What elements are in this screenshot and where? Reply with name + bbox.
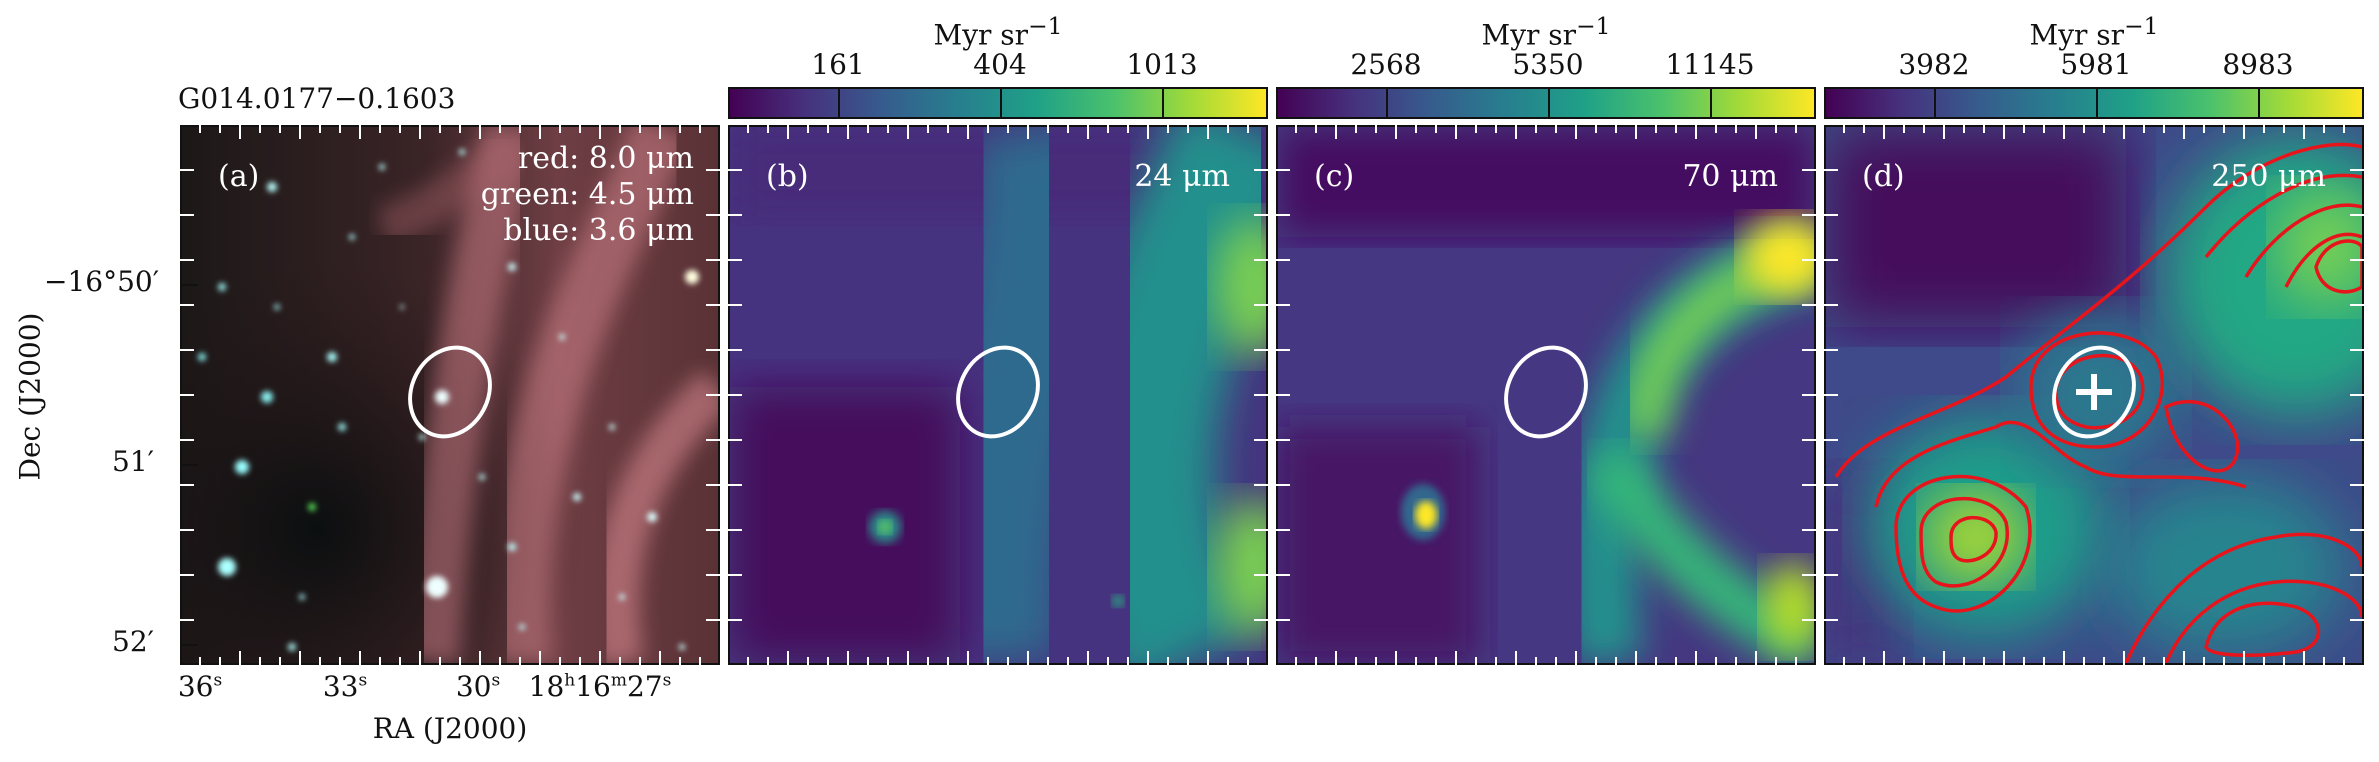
wavelength-label: 250 μm: [2211, 159, 2326, 194]
colorbar-b: Myr sr−1 161 404 1013: [728, 0, 1268, 125]
colorbar-gradient: [1824, 87, 2364, 119]
x-tick-label: 36s: [177, 670, 223, 703]
colorbar-tick: 3982: [1898, 48, 1970, 81]
colorbar-tick: 2568: [1350, 48, 1422, 81]
panel-label: (b): [766, 159, 809, 194]
panel-d-250um: (d) 250 μm: [1824, 125, 2364, 665]
band-legend: red: 8.0 μm green: 4.5 μm blue: 3.6 μm: [481, 141, 694, 249]
colorbar-tick: 11145: [1665, 48, 1755, 81]
source-position-marker: [2076, 374, 2112, 410]
legend-red: red: 8.0 μm: [517, 141, 694, 176]
panel-a-rgb-image: (a) red: 8.0 μm green: 4.5 μm blue: 3.6 …: [180, 125, 720, 665]
colorbar-tick: 5981: [2060, 48, 2132, 81]
panel-c-70um: (c) 70 μm: [1276, 125, 1816, 665]
aperture-ellipse: [408, 345, 492, 439]
aperture-ellipse: [1504, 345, 1588, 439]
aperture-ellipse: [956, 345, 1040, 439]
colorbar-gradient: [728, 87, 1268, 119]
wavelength-label: 70 μm: [1682, 159, 1778, 194]
colorbar-tick: 404: [973, 48, 1027, 81]
legend-blue: blue: 3.6 μm: [503, 213, 694, 248]
panel-b-24um: (b) 24 μm: [728, 125, 1268, 665]
colorbar-unit: Myr sr−1: [1481, 12, 1611, 52]
colorbar-unit: Myr sr−1: [2029, 12, 2159, 52]
colorbar-c: Myr sr−1 2568 5350 11145: [1276, 0, 1816, 125]
x-tick-label: 18h16m27s: [528, 670, 672, 703]
colorbar-unit: Myr sr−1: [933, 12, 1063, 52]
y-tick-label: −16°50′: [44, 265, 160, 298]
panel-label: (d): [1862, 159, 1905, 194]
colorbar-d: Myr sr−1 3982 5981 8983: [1824, 0, 2364, 125]
colorbar-tick: 161: [811, 48, 865, 81]
panel-label: (a): [218, 159, 260, 194]
colorbar-tick: 5350: [1512, 48, 1584, 81]
colorbar-tick: 1013: [1126, 48, 1198, 81]
colorbar-gradient: [1276, 87, 1816, 119]
source-name: G014.0177−0.1603: [178, 82, 456, 115]
y-tick-label: 51′: [112, 445, 154, 478]
x-axis-label: RA (J2000): [372, 712, 528, 745]
panel-label: (c): [1314, 159, 1355, 194]
y-tick-label: 52′: [112, 625, 154, 658]
x-tick-label: 30s: [455, 670, 501, 703]
wavelength-label: 24 μm: [1134, 159, 1230, 194]
aperture-ellipse: [2052, 345, 2136, 439]
colorbar-tick: 8983: [2222, 48, 2294, 81]
legend-green: green: 4.5 μm: [480, 177, 694, 212]
x-tick-label: 33s: [322, 670, 368, 703]
